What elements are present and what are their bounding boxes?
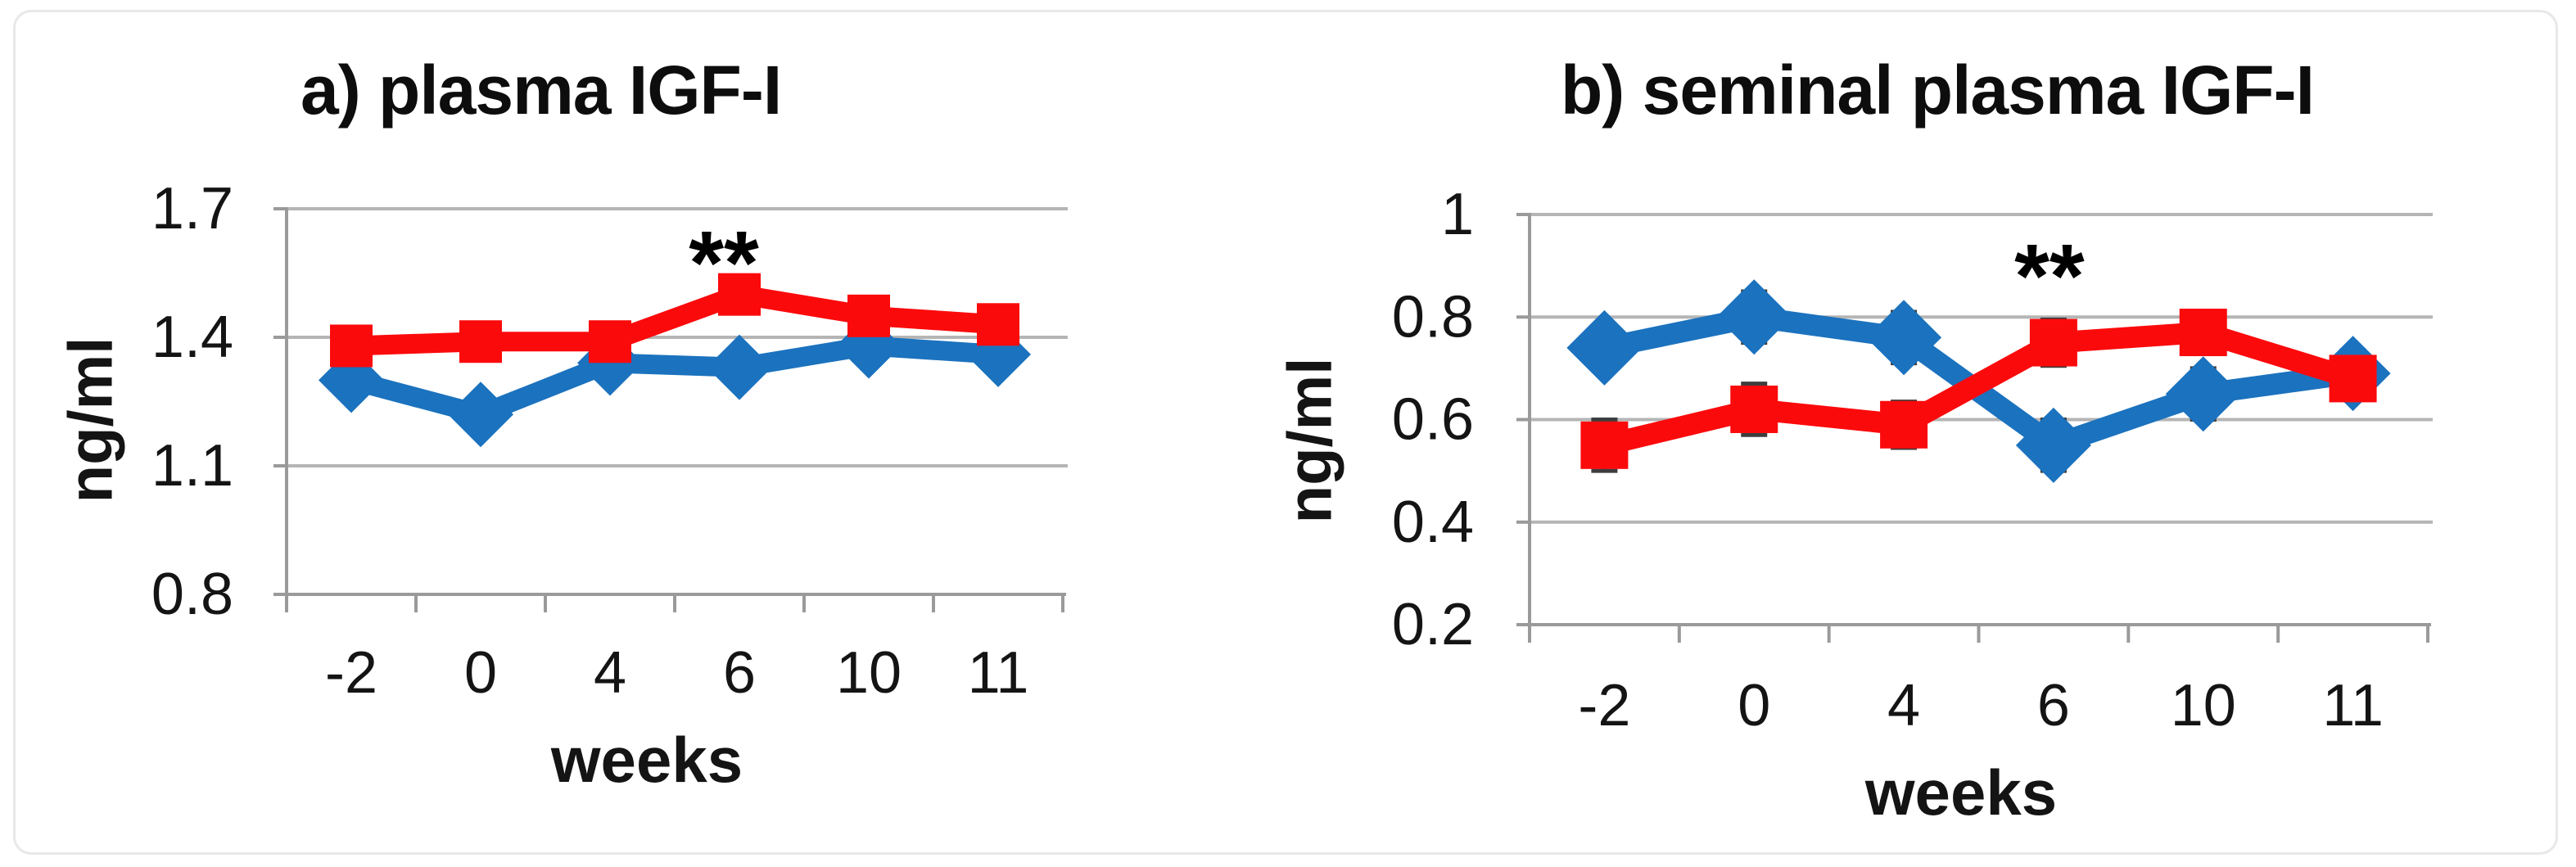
x-tick-label: 0 — [464, 640, 497, 706]
marker-red-square — [847, 294, 890, 337]
y-tick-label: 0.6 — [1392, 387, 1474, 453]
marker-blue-diamond — [1866, 300, 1942, 376]
y-tick-label: 1.1 — [151, 433, 233, 499]
marker-red-square — [459, 320, 502, 364]
marker-red-square — [330, 324, 373, 368]
marker-blue-diamond — [2015, 407, 2091, 483]
marker-red-square — [1730, 385, 1778, 433]
marker-red-square — [1880, 400, 1928, 449]
x-tick-label: 11 — [2322, 673, 2384, 738]
marker-red-square — [589, 320, 631, 364]
series-line-blue — [341, 336, 1008, 425]
significance-annotation: ** — [2014, 226, 2085, 327]
y-tick-label: 0.8 — [151, 562, 233, 627]
y-tick-label: 1 — [1441, 182, 1474, 247]
marker-blue-diamond — [1716, 279, 1792, 355]
marker-blue-diamond — [2165, 356, 2241, 432]
marker-blue-diamond — [1566, 309, 1643, 386]
marker-red-square — [2179, 309, 2227, 357]
x-tick-label: 4 — [1887, 673, 1920, 738]
x-tick-label: 10 — [836, 640, 902, 706]
marker-blue-diamond — [448, 382, 513, 448]
y-tick-label: 0.8 — [1392, 284, 1474, 350]
marker-red-square — [2329, 354, 2377, 403]
marker-red-square — [977, 303, 1019, 346]
x-tick-label: -2 — [1578, 673, 1630, 738]
x-tick-label: 6 — [2037, 673, 2070, 738]
y-tick-label: 0.4 — [1392, 490, 1474, 555]
x-tick-label: 4 — [594, 640, 626, 706]
x-tick-label: 10 — [2171, 673, 2236, 738]
y-tick-label: 1.7 — [151, 176, 233, 242]
x-tick-label: 6 — [723, 640, 756, 706]
y-tick-label: 1.4 — [151, 305, 233, 370]
chart-a-title: a) plasma IGF-I — [301, 52, 782, 129]
figure-frame — [13, 10, 2558, 855]
marker-blue-diamond — [707, 334, 772, 400]
marker-red-square — [2029, 318, 2077, 367]
significance-annotation: ** — [689, 213, 759, 314]
y-axis-title: ng/ml — [1276, 358, 1345, 524]
y-tick-label: 0.2 — [1392, 592, 1474, 657]
x-tick-label: 0 — [1738, 673, 1770, 738]
x-tick-label: -2 — [325, 640, 377, 706]
series-line-red — [341, 284, 1008, 356]
marker-red-square — [718, 273, 761, 316]
x-axis-title: weeks — [550, 724, 743, 796]
marker-red-square — [1580, 421, 1629, 469]
x-axis-title: weeks — [1864, 756, 2057, 829]
chart-b-title: b) seminal plasma IGF-I — [1561, 52, 2315, 129]
y-axis-title: ng/ml — [56, 337, 126, 503]
x-tick-label: 11 — [968, 640, 1029, 706]
series-line-red — [1593, 322, 2364, 456]
